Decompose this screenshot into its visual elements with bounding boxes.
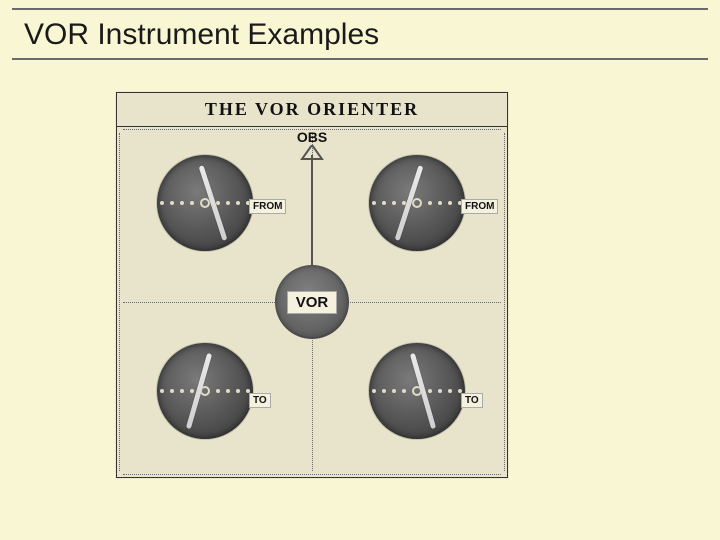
cdi-dot (438, 201, 442, 205)
to-from-flag: TO (249, 393, 271, 408)
top-rule (12, 8, 708, 10)
cdi-dot (402, 389, 406, 393)
cdi-deviation-dots (372, 386, 462, 396)
cdi-dot (180, 389, 184, 393)
cdi-dot (428, 389, 432, 393)
cdi-dot (160, 201, 164, 205)
to-from-flag: FROM (461, 199, 498, 214)
to-from-flag: FROM (249, 199, 286, 214)
cdi-dot (382, 389, 386, 393)
cdi-deviation-dots (160, 198, 250, 208)
cdi-dot (392, 201, 396, 205)
cdi-dot (226, 201, 230, 205)
cdi-gauge-tr (369, 155, 465, 251)
cdi-deviation-dots (160, 386, 250, 396)
figure-title-bar: THE VOR ORIENTER (117, 93, 507, 127)
cdi-dot (236, 201, 240, 205)
cdi-dot (216, 389, 220, 393)
cdi-gauge-br (369, 343, 465, 439)
cdi-dot (382, 201, 386, 205)
cdi-dot (428, 201, 432, 205)
figure-title: THE VOR ORIENTER (205, 99, 419, 120)
cdi-dot (180, 201, 184, 205)
figure-grid: OBS VOR FROMFROMTOTO (117, 127, 507, 477)
cdi-gauge-tl (157, 155, 253, 251)
cdi-dot (170, 201, 174, 205)
under-title-rule (12, 58, 708, 60)
cdi-dot (438, 389, 442, 393)
cdi-dot (226, 389, 230, 393)
cdi-dot (448, 389, 452, 393)
cdi-dot (236, 389, 240, 393)
vor-orienter-figure: THE VOR ORIENTER OBS VOR FROMFROMTOTO (116, 92, 508, 478)
cdi-dot (392, 389, 396, 393)
cdi-dot (190, 389, 194, 393)
cdi-gauge-bl (157, 343, 253, 439)
page-title: VOR Instrument Examples (24, 18, 379, 52)
cdi-deviation-dots (372, 198, 462, 208)
cdi-dot (372, 389, 376, 393)
cdi-dot (372, 201, 376, 205)
cdi-center-ring (412, 198, 422, 208)
to-from-flag: TO (461, 393, 483, 408)
cdi-dot (170, 389, 174, 393)
cdi-dot (160, 389, 164, 393)
cdi-dot (190, 201, 194, 205)
cdi-dot (216, 201, 220, 205)
cdi-dot (448, 201, 452, 205)
